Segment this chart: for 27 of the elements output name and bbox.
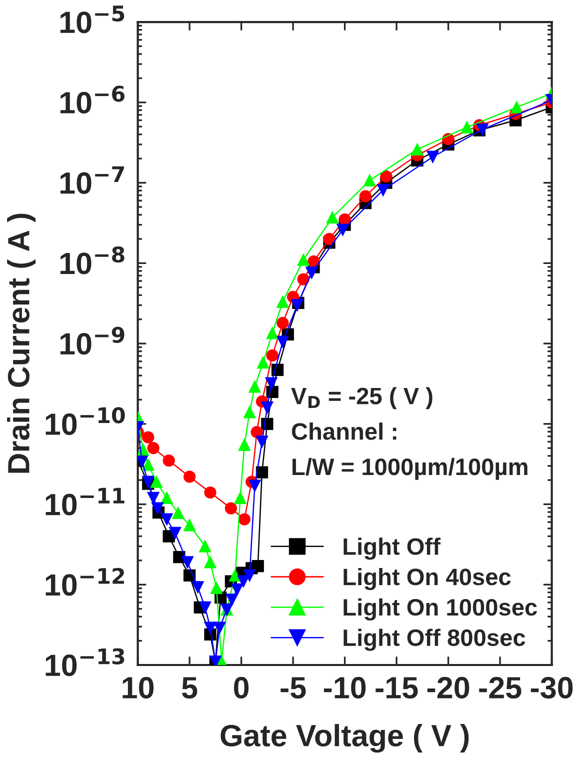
y-tick-label: 10$^{−7}$ (60, 166, 124, 194)
y-tick-label: 10$^{−5}$ (60, 6, 124, 34)
legend-label: Light Off (344, 538, 441, 560)
annotation: V$_{D}$ = -25 ( V ) (291, 387, 432, 410)
y-tick-label: 10$^{−6}$ (60, 86, 124, 114)
x-tick-label: -5 (280, 677, 306, 699)
x-tick-label: 5 (182, 677, 198, 699)
y-tick-label: 10$^{−9}$ (60, 326, 124, 355)
legend-label: Light On 1000sec (344, 598, 537, 620)
x-tick-label: -15 (376, 677, 418, 699)
y-tick-label: 10$^{−13}$ (46, 648, 124, 676)
annotation: L/W = 1000µm/100µm (292, 458, 528, 480)
x-tick-label: 10 (122, 676, 154, 699)
y-axis-title: Drain Current ( A ) (7, 214, 36, 473)
legend-label: Light Off 800sec (344, 628, 526, 651)
x-tick-label: -25 (479, 676, 522, 699)
y-tick-label: 10$^{−11}$ (46, 488, 124, 516)
y-tick-label: 10$^{−12}$ (46, 568, 124, 596)
x-tick-label: -30 (530, 676, 573, 699)
x-tick-label: -10 (324, 676, 366, 699)
annotation: Channel : (292, 422, 396, 440)
x-tick-label: -20 (427, 676, 470, 699)
legend-label: Light On 40sec (344, 568, 511, 590)
y-tick-label: 10$^{−8}$ (60, 246, 124, 274)
x-axis-title: Gate Voltage ( V ) (220, 724, 469, 753)
x-tick-label: 0 (234, 676, 249, 699)
y-tick-label: 10$^{−10}$ (46, 407, 125, 436)
